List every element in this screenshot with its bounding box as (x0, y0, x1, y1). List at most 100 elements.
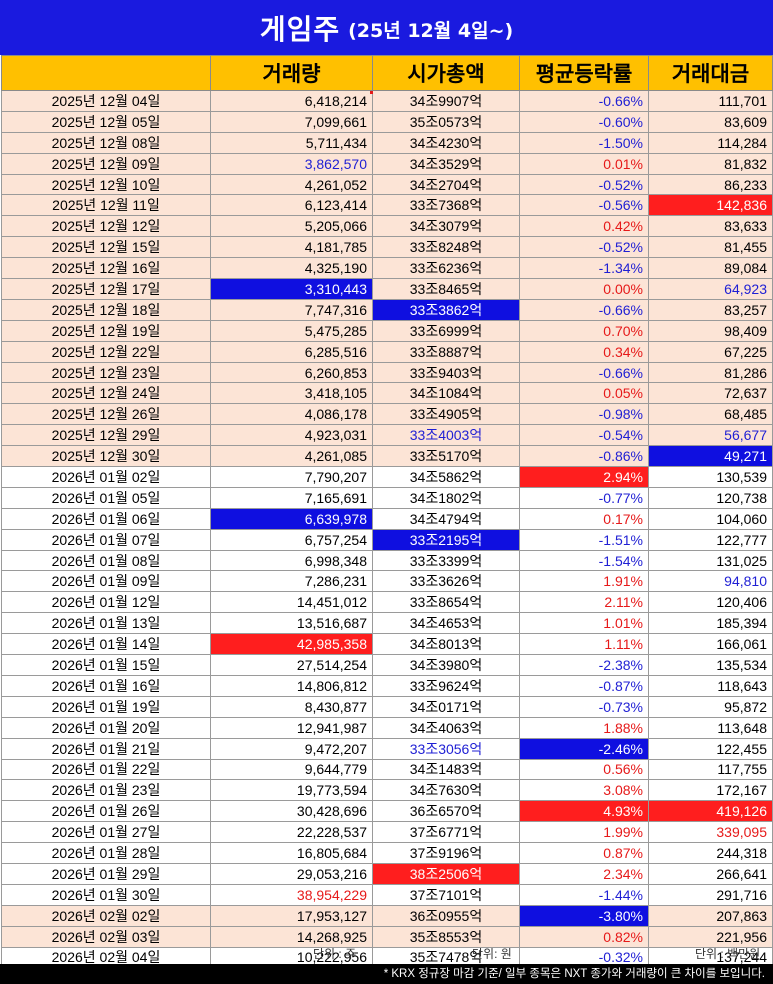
volume-cell: 30,428,696 (210, 800, 373, 823)
change-cell: 0.00% (519, 278, 649, 300)
table-row: 2026년 02월 02일 17,953,127 36조0955억 -3.80% 207… (1, 904, 773, 927)
date-cell: 2025년 12월 19일 (1, 319, 211, 342)
table-row: 2026년 01월 20일 12,941,987 34조4063억 1.88% 113,… (1, 716, 773, 739)
date-cell: 2026년 01월 13일 (1, 612, 211, 635)
change-cell: 1.99% (519, 821, 649, 844)
table-row: 2026년 01월 28일 16,805,684 37조9196억 0.87% 244,… (1, 842, 773, 864)
change-cell: -0.52% (519, 236, 649, 259)
date-cell: 2025년 12월 08일 (1, 131, 211, 154)
date-cell: 2026년 01월 02일 (1, 466, 211, 488)
change-cell: -0.66% (519, 90, 649, 112)
trade-amount-cell: 56,677 (648, 424, 773, 447)
table-row: 2026년 01월 08일 6,998,348 33조3399억 -1.54% 131,… (1, 549, 773, 572)
date-cell: 2026년 01월 07일 (1, 528, 211, 551)
market-cap-cell: 35조0573억 (372, 110, 520, 133)
volume-cell: 14,268,925 (210, 925, 373, 948)
change-cell: 0.70% (519, 319, 649, 342)
header-date (1, 55, 211, 91)
volume-cell: 6,998,348 (210, 549, 373, 572)
change-cell: -0.86% (519, 445, 649, 468)
date-cell: 2026년 01월 19일 (1, 695, 211, 718)
market-cap-cell: 34조1802억 (372, 486, 520, 509)
table-row: 2025년 12월 18일 7,747,316 33조3862억 -0.66% 83,2… (1, 298, 773, 321)
trade-amount-cell: 131,025 (648, 549, 773, 572)
market-cap-cell: 34조4230억 (372, 131, 520, 154)
volume-cell: 7,286,231 (210, 570, 373, 593)
table-row: 2025년 12월 23일 6,260,853 33조9403억 -0.66% 81,2… (1, 361, 773, 384)
market-cap-cell: 34조9907억 (372, 90, 520, 112)
volume-cell: 9,472,207 (210, 737, 373, 760)
change-cell: 0.87% (519, 842, 649, 864)
change-cell: -0.52% (519, 173, 649, 196)
unit-trade-amount: 단위 : 백만원 (695, 947, 761, 961)
trade-amount-cell: 142,836 (648, 194, 773, 217)
table-row: 2025년 12월 22일 6,285,516 33조8887억 0.34% 67,22… (1, 340, 773, 363)
table-row: 2025년 12월 08일 5,711,434 34조4230억 -1.50% 114,… (1, 131, 773, 154)
table-row: 2026년 01월 19일 8,430,877 34조0171억 -0.73% 95,8… (1, 695, 773, 718)
trade-amount-cell: 266,641 (648, 862, 773, 885)
page-title: 게임주 (259, 12, 341, 46)
change-cell: -3.80% (519, 904, 649, 927)
table-row: 2025년 12월 19일 5,475,285 33조6999억 0.70% 98,40… (1, 319, 773, 342)
date-cell: 2026년 01월 21일 (1, 737, 211, 760)
trade-amount-cell: 122,777 (648, 528, 773, 551)
table-row: 2026년 01월 29일 29,053,216 38조2506억 2.34% 266,… (1, 862, 773, 885)
volume-cell: 14,806,812 (210, 674, 373, 697)
change-cell: -1.44% (519, 883, 649, 906)
change-cell: 2.11% (519, 591, 649, 614)
market-cap-cell: 37조9196억 (372, 842, 520, 864)
volume-cell: 6,285,516 (210, 340, 373, 363)
units-row: 단위 : 주 단위: 원 단위 : 백만원 (0, 942, 773, 964)
date-cell: 2025년 12월 12일 (1, 215, 211, 238)
change-cell: 1.91% (519, 570, 649, 593)
date-cell: 2025년 12월 26일 (1, 403, 211, 426)
trade-amount-cell: 94,810 (648, 570, 773, 593)
volume-cell: 6,639,978 (210, 507, 373, 530)
trade-amount-cell: 130,539 (648, 466, 773, 488)
volume-cell: 8,430,877 (210, 695, 373, 718)
trade-amount-cell: 83,633 (648, 215, 773, 238)
trade-amount-cell: 207,863 (648, 904, 773, 927)
date-cell: 2026년 01월 05일 (1, 486, 211, 509)
market-cap-cell: 33조2195억 (372, 528, 520, 551)
table-row: 2025년 12월 29일 4,923,031 33조4003억 -0.54% 56,6… (1, 424, 773, 447)
change-cell: -0.98% (519, 403, 649, 426)
market-cap-cell: 33조4905억 (372, 403, 520, 426)
market-cap-cell: 33조8887억 (372, 340, 520, 363)
market-cap-cell: 34조4653억 (372, 612, 520, 635)
trade-amount-cell: 81,286 (648, 361, 773, 384)
market-cap-cell: 34조7630억 (372, 779, 520, 802)
change-cell: -0.54% (519, 424, 649, 447)
volume-cell: 7,790,207 (210, 466, 373, 488)
trade-amount-cell: 89,084 (648, 257, 773, 280)
trade-amount-cell: 114,284 (648, 131, 773, 154)
trade-amount-cell: 98,409 (648, 319, 773, 342)
date-cell: 2026년 01월 30일 (1, 883, 211, 906)
trade-amount-cell: 83,609 (648, 110, 773, 133)
change-cell: -0.77% (519, 486, 649, 509)
volume-cell: 42,985,358 (210, 633, 373, 656)
change-cell: -0.56% (519, 194, 649, 217)
volume-cell: 5,475,285 (210, 319, 373, 342)
market-cap-cell: 33조8654억 (372, 591, 520, 614)
date-cell: 2025년 12월 09일 (1, 152, 211, 175)
market-cap-cell: 33조9624억 (372, 674, 520, 697)
trade-amount-cell: 419,126 (648, 800, 773, 823)
market-cap-cell: 33조8465억 (372, 278, 520, 300)
market-cap-cell: 36조6570억 (372, 800, 520, 823)
market-cap-cell: 34조3079억 (372, 215, 520, 238)
change-cell: -2.38% (519, 654, 649, 676)
table-row: 2025년 12월 10일 4,261,052 34조2704억 -0.52% 86,2… (1, 173, 773, 196)
change-cell: -1.51% (519, 528, 649, 551)
date-cell: 2026년 01월 14일 (1, 633, 211, 656)
market-cap-cell: 33조8248억 (372, 236, 520, 259)
unit-volume: 단위 : 주 (313, 947, 357, 961)
change-cell: 1.88% (519, 716, 649, 739)
change-cell: 0.56% (519, 758, 649, 781)
market-cap-cell: 34조3529억 (372, 152, 520, 175)
trade-amount-cell: 135,534 (648, 654, 773, 676)
title-bar: 게임주 (25년 12월 4일~) (0, 0, 773, 55)
volume-cell: 4,261,085 (210, 445, 373, 468)
change-cell: 4.93% (519, 800, 649, 823)
red-marker (370, 91, 373, 94)
